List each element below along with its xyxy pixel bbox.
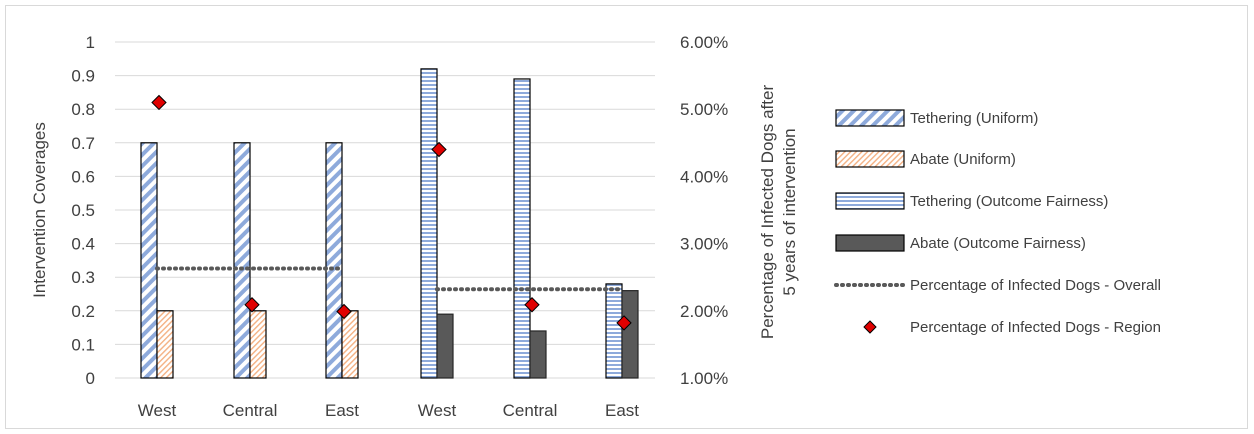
bar-tethering-uniform [325,142,343,379]
bar-abate-outcome-fairness [436,313,454,379]
overall-lines [155,266,624,292]
region-infected-marker [524,297,540,313]
legend-swatch [835,150,905,168]
x-tick-label: East [605,401,639,420]
legend-swatch [835,109,905,127]
y-right-tick-label: 5.00% [680,100,728,119]
y-left-tick-label: 0.8 [71,100,95,119]
bar-abate-uniform [341,310,359,379]
bar-abate-outcome-fairness [621,290,639,379]
y-right-tick-label: 6.00% [680,33,728,52]
axis-ticks: 0 0.1 0.2 0.3 0.4 0.5 0.6 0.7 0.8 0.9 1 1.00% 2.00% 3… [71,33,728,420]
region-infected-marker [244,297,260,313]
legend-label: Percentage of Infected Dogs - Overall [910,277,1161,294]
y-left-tick-label: 0.7 [71,134,95,153]
gridlines [115,41,655,379]
bar-tethering-uniform [140,142,158,379]
y-right-tick-label: 2.00% [680,302,728,321]
bar-tethering-outcome-fairness [605,283,623,379]
legend-label: Abate (Outcome Fairness) [910,235,1086,252]
bar-tethering-outcome-fairness [420,68,438,379]
x-tick-label: East [325,401,359,420]
y-left-tick-label: 0 [86,369,95,388]
legend-label: Percentage of Infected Dogs - Region [910,319,1161,336]
legend-swatch [835,234,905,252]
y-right-tick-label: 4.00% [680,167,728,186]
y-left-tick-label: 0.6 [71,167,95,186]
bar-abate-uniform [249,310,267,379]
legend: Tethering (Uniform) Abate (Uniform) Tether… [834,109,1161,336]
legend-swatch [863,320,877,334]
legend-swatch [835,192,905,210]
y-right-tick-label: 1.00% [680,369,728,388]
region-markers [151,94,632,331]
y-left-tick-label: 0.4 [71,235,95,254]
x-tick-label: West [138,401,177,420]
y-axis-right-title-line2: 5 years of intervention [780,128,799,295]
y-left-tick-label: 0.9 [71,67,95,86]
x-tick-label: Central [223,401,278,420]
y-right-tick-label: 3.00% [680,235,728,254]
region-infected-marker [151,94,167,111]
x-tick-label: Central [503,401,558,420]
legend-label: Tethering (Outcome Fairness) [910,193,1108,210]
y-axis-left-title: Intervention Coverages [30,122,49,298]
y-axis-right-title-line1: Percentage of Infected Dogs after [758,85,777,340]
y-left-tick-label: 0.3 [71,268,95,287]
region-infected-marker [336,303,352,320]
region-infected-marker [616,315,632,331]
region-infected-marker [431,141,447,158]
bar-tethering-uniform [233,142,251,379]
bar-abate-outcome-fairness [529,330,547,379]
bar-abate-uniform [156,310,174,379]
y-left-tick-label: 0.5 [71,201,95,220]
bars [140,68,639,379]
y-left-tick-label: 0.2 [71,302,95,321]
legend-label: Abate (Uniform) [910,151,1016,168]
legend-label: Tethering (Uniform) [910,110,1038,127]
y-left-tick-label: 1 [86,33,95,52]
x-tick-label: West [418,401,457,420]
y-left-tick-label: 0.1 [71,335,95,354]
bar-tethering-outcome-fairness [513,78,531,379]
